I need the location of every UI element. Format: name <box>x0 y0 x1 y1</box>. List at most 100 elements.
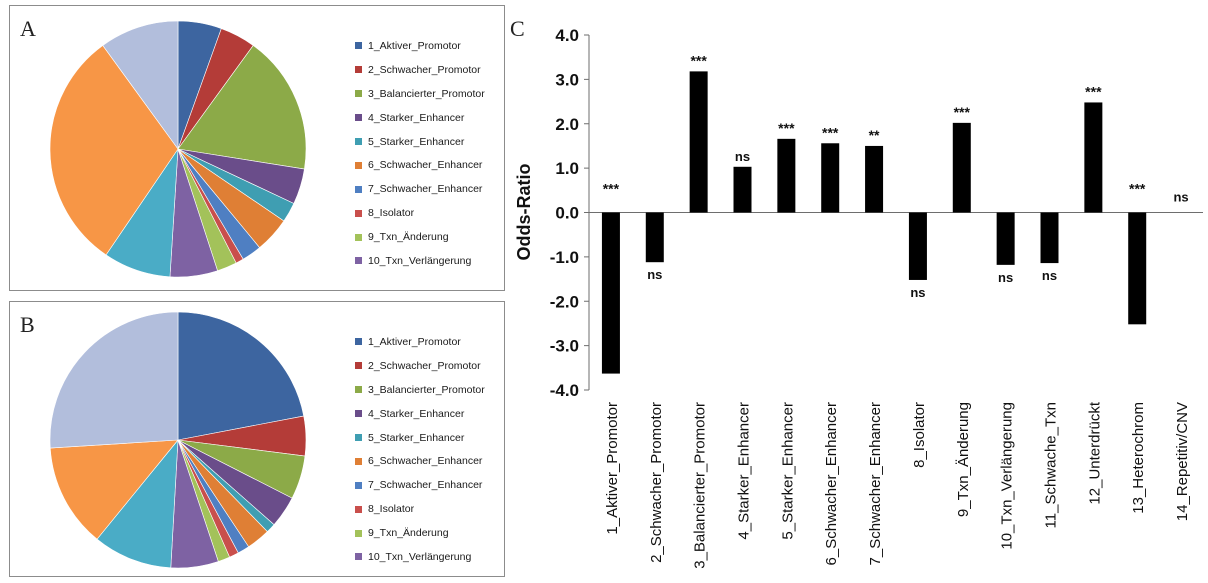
legend-label: 8_Isolator <box>368 503 415 516</box>
legend-label: 6_Schwacher_Enhancer <box>368 159 483 172</box>
x-tick-label: 8_Isolator <box>911 402 928 468</box>
panel-a: A 1_Aktiver_Promotor 2_Schwacher_Promotor… <box>9 5 505 291</box>
significance-label: ns <box>1042 268 1057 283</box>
bar <box>865 145 884 213</box>
legend-item: 5_Starker_Enhancer <box>355 130 485 154</box>
legend-item: 8_Isolator <box>355 201 485 225</box>
legend-swatch <box>355 185 362 193</box>
x-tick-label: 2_Schwacher_Promotor <box>648 402 665 563</box>
legend-swatch <box>355 42 362 50</box>
legend-item: 7_Schwacher_Enhancer <box>355 177 485 201</box>
pie-chart-a <box>49 20 307 278</box>
legend-item: 1_Aktiver_Promotor <box>355 34 485 58</box>
bar <box>733 166 752 213</box>
legend-item: 6_Schwacher_Enhancer <box>355 449 485 473</box>
legend-item: 9_Txn_Änderung <box>355 521 485 545</box>
x-tick-label: 11_Schwache_Txn <box>1043 402 1060 528</box>
legend-item: 6_Schwacher_Enhancer <box>355 153 485 177</box>
legend-label: 2_Schwacher_Promotor <box>368 359 481 372</box>
legend-item: 1_Aktiver_Promotor <box>355 330 485 354</box>
significance-label: ** <box>869 127 880 143</box>
significance-label: *** <box>954 104 971 120</box>
legend-swatch <box>355 161 362 169</box>
legend-item: 7_Schwacher_Enhancer <box>355 473 485 497</box>
bar-chart-c: 4.0 3.0 2.0 1.0 0.0 -1.0 -2.0 -3.0 -4.0 Odds-Rati… <box>514 26 1203 569</box>
pie-slice <box>49 45 179 256</box>
legend-item: 8_Isolator <box>355 497 485 521</box>
legend-label: 10_Txn_Verlängerung <box>368 254 472 267</box>
legend-item: 5_Starker_Enhancer <box>355 426 485 450</box>
bar <box>821 143 840 213</box>
x-tick-label: 5_Starker_Enhancer <box>779 402 796 540</box>
y-tick-label: 4.0 <box>555 26 579 45</box>
legend-swatch <box>355 386 362 394</box>
x-tick-label: 4_Starker_Enhancer <box>736 402 753 540</box>
y-tick-label: 3.0 <box>555 70 579 89</box>
y-tick-label: 1.0 <box>555 159 579 178</box>
legend-item: 4_Starker_Enhancer <box>355 402 485 426</box>
legend-item: 10_Txn_Verlängerung <box>355 249 485 273</box>
bar <box>1040 212 1059 264</box>
x-tick-label: 1_Aktiver_Promotor <box>604 402 621 535</box>
legend-swatch <box>355 257 362 265</box>
bar <box>777 138 796 213</box>
panel-letter-b: B <box>20 312 35 337</box>
pie-slice <box>49 439 179 540</box>
significance-label: ns <box>998 270 1013 285</box>
panel-letter-c: C <box>510 16 525 41</box>
legend-item: 3_Balancierter_Promotor <box>355 82 485 106</box>
y-axis-title: Odds-Ratio <box>514 163 534 260</box>
panel-letter-a: A <box>20 16 36 41</box>
significance-label: ns <box>735 149 750 164</box>
significance-label: *** <box>822 124 839 140</box>
legend-swatch <box>355 233 362 241</box>
y-tick-label: -4.0 <box>550 381 579 400</box>
legend-swatch <box>355 529 362 537</box>
legend-item: 4_Starker_Enhancer <box>355 106 485 130</box>
bar <box>1128 212 1147 325</box>
x-tick-label: 7_Schwacher_Enhancer <box>867 402 884 565</box>
legend-label: 9_Txn_Änderung <box>368 527 449 540</box>
bar <box>601 212 620 374</box>
significance-label: *** <box>690 52 707 68</box>
x-tick-label: 10_Txn_Verlängerung <box>999 402 1016 550</box>
pie-slice <box>102 20 179 150</box>
x-tick-label: 6_Schwacher_Enhancer <box>823 402 840 565</box>
pie-chart-b <box>49 311 307 569</box>
legend-label: 6_Schwacher_Enhancer <box>368 455 483 468</box>
legend-swatch <box>355 138 362 145</box>
bar <box>952 122 971 213</box>
legend-label: 8_Isolator <box>368 207 415 220</box>
panel-b: B 1_Aktiver_Promotor 2_Schwacher_Promotor… <box>9 301 505 577</box>
legend-label: 9_Txn_Änderung <box>368 231 449 244</box>
legend-item: 2_Schwacher_Promotor <box>355 354 485 378</box>
legend-swatch <box>355 505 362 513</box>
pie-slice <box>177 45 307 170</box>
legend-a: 1_Aktiver_Promotor 2_Schwacher_Promotor 3_… <box>355 34 485 273</box>
legend-item: 9_Txn_Änderung <box>355 225 485 249</box>
significance-label: *** <box>1085 83 1102 99</box>
y-tick-label: -3.0 <box>550 337 579 356</box>
significance-label: *** <box>603 181 620 197</box>
legend-label: 5_Starker_Enhancer <box>368 135 465 148</box>
bar <box>1084 102 1103 213</box>
significance-label: ns <box>1173 190 1188 205</box>
legend-swatch <box>355 362 362 370</box>
pie-slice <box>96 439 179 569</box>
x-tick-label: 9_Txn_Änderung <box>955 402 972 517</box>
legend-swatch <box>355 114 362 122</box>
bar <box>645 212 664 263</box>
legend-swatch <box>355 434 362 441</box>
pie-slice <box>49 311 179 449</box>
bar <box>996 212 1015 265</box>
significance-label: ns <box>910 285 925 300</box>
significance-label: *** <box>778 120 795 136</box>
legend-label: 3_Balancierter_Promotor <box>368 383 485 396</box>
legend-swatch <box>355 338 362 346</box>
bar <box>908 212 927 280</box>
legend-item: 2_Schwacher_Promotor <box>355 58 485 82</box>
x-tick-label: 12_Unterdrückt <box>1086 401 1103 504</box>
x-tick-label: 13_Heterochrom <box>1130 402 1147 514</box>
legend-item: 10_Txn_Verlängerung <box>355 545 485 569</box>
y-tick-label: -2.0 <box>550 292 579 311</box>
